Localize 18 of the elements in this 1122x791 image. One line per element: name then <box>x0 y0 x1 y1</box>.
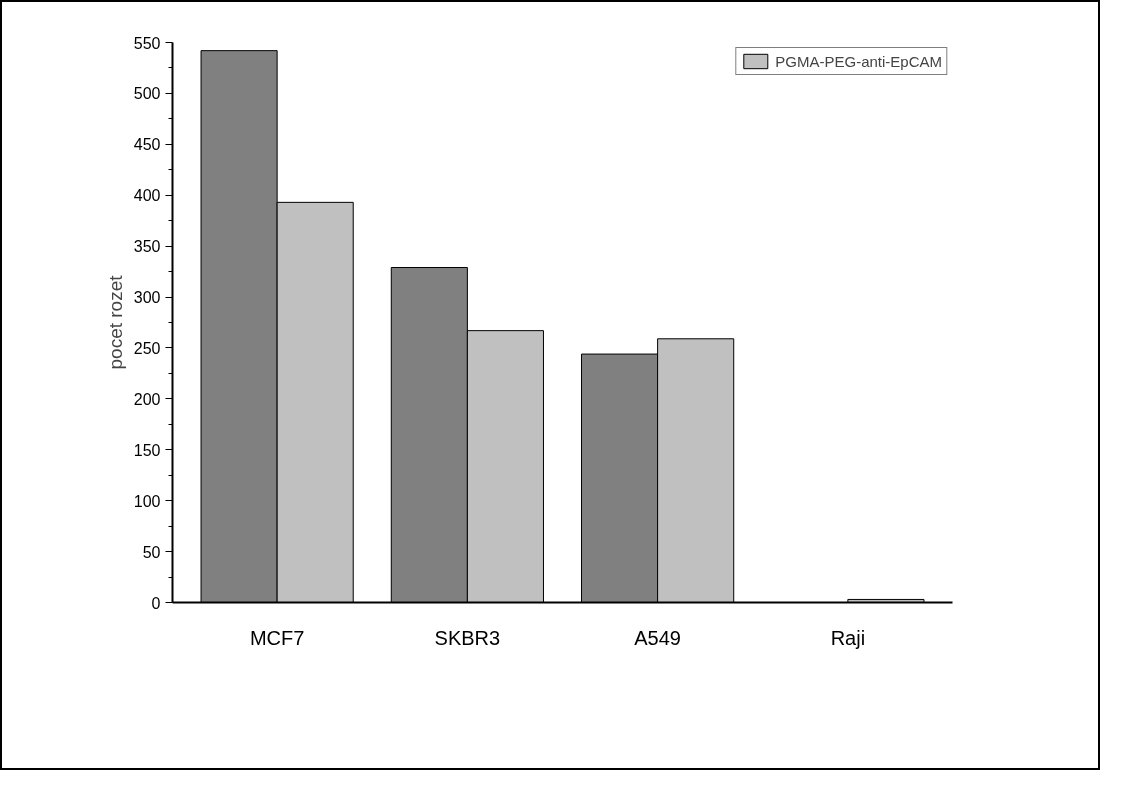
legend-label: PGMA-PEG-anti-EpCAM <box>775 52 942 70</box>
x-tick-label: A549 <box>634 626 681 649</box>
y-axis-title: pocet rozet <box>104 274 126 370</box>
y-tick-label: 100 <box>133 492 161 510</box>
y-tick-label: 250 <box>133 339 161 357</box>
y-tick-label: 550 <box>133 34 161 52</box>
x-tick-label: MCF7 <box>249 626 305 649</box>
y-tick-label: 500 <box>133 85 161 103</box>
y-tick-label: 400 <box>133 187 161 205</box>
y-tick-label: 200 <box>133 390 161 408</box>
y-tick-label: 350 <box>133 238 161 256</box>
x-tick-label: SKBR3 <box>434 626 501 649</box>
y-tick-label: 300 <box>133 289 161 307</box>
y-tick-label: 150 <box>133 441 161 459</box>
y-tick-label: 450 <box>133 136 161 154</box>
y-tick-label: 50 <box>142 543 161 561</box>
y-tick-label: 0 <box>151 594 161 612</box>
x-tick-label: Raji <box>830 626 866 649</box>
